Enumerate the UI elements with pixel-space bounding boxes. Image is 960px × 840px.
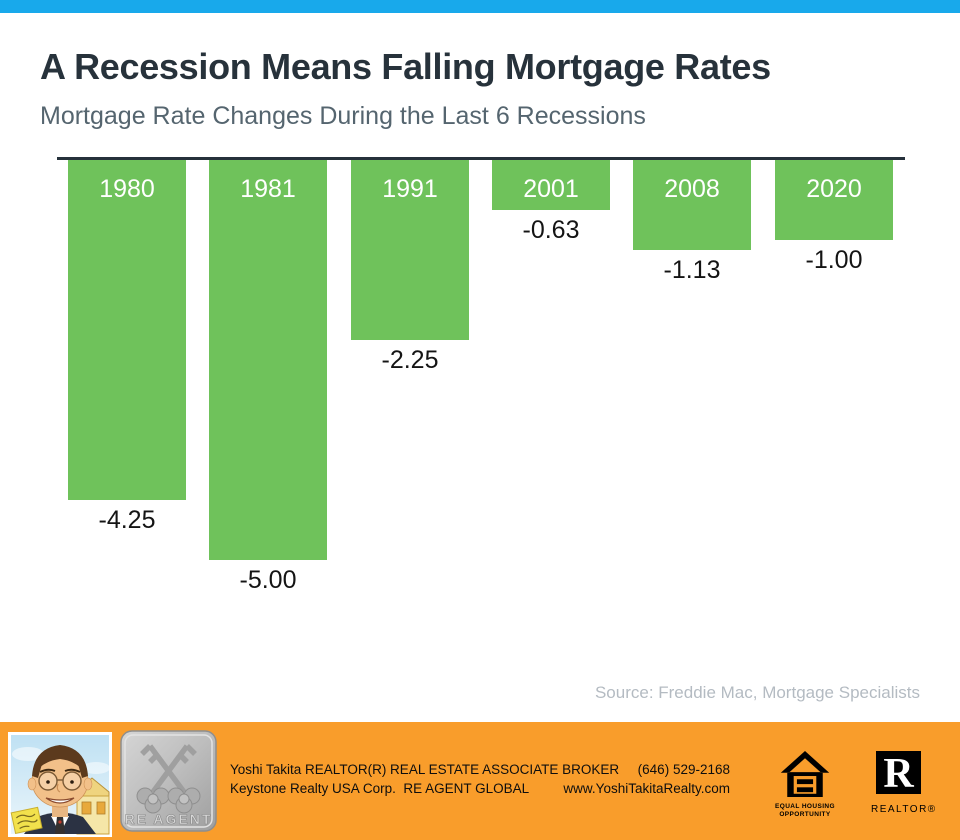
- bar-value-label: -1.13: [663, 256, 721, 284]
- agent-website: www.YoshiTakitaRealty.com: [563, 781, 730, 796]
- re-agent-badge: RE AGENT: [120, 730, 217, 832]
- bar-2001: 2001: [492, 160, 610, 210]
- bar-year-label: 1991: [382, 175, 438, 203]
- agent-company: Keystone Realty USA Corp. RE AGENT GLOBA…: [230, 781, 530, 796]
- realtor-label: REALTOR®: [871, 804, 937, 815]
- bar-chart: 1980 -4.25 1981 -5.00 1991 -2.25 2001 -0.63 2008…: [57, 157, 905, 594]
- bar-value-label: -2.25: [381, 346, 439, 374]
- bar-year-label: 2020: [806, 175, 862, 203]
- equal-housing-house-icon: [780, 751, 830, 797]
- source-note: Source: Freddie Mac, Mortgage Specialist…: [594, 683, 920, 702]
- bar-2020: 2020: [775, 160, 893, 240]
- bar-year-label: 2008: [664, 175, 720, 203]
- sold-sign: [10, 806, 43, 835]
- bar-1980: 1980: [68, 160, 186, 500]
- footer-banner: RE AGENT Yoshi Takita REALTOR(R) REAL ES…: [0, 722, 960, 840]
- contact-row-2: Keystone Realty USA Corp. RE AGENT GLOBA…: [230, 779, 730, 798]
- page-subtitle: Mortgage Rate Changes During the Last 6 …: [40, 102, 646, 130]
- agent-phone: (646) 529-2168: [637, 762, 730, 777]
- equal-housing-label-line1: EQUAL HOUSING: [775, 803, 835, 810]
- chart-baseline: [57, 157, 905, 160]
- realtor-logo: R REALTOR®: [871, 751, 937, 815]
- bar-value-label: -4.25: [98, 506, 156, 534]
- equal-housing-label-line2: OPPORTUNITY: [779, 811, 831, 818]
- bar-1991: 1991: [351, 160, 469, 340]
- bar-2008: 2008: [633, 160, 751, 250]
- agent-figure: [24, 745, 96, 834]
- bar-1981: 1981: [209, 160, 327, 560]
- re-agent-badge-label: RE AGENT: [125, 811, 213, 827]
- top-accent-bar: [0, 0, 960, 13]
- bar-year-label: 1980: [99, 175, 155, 203]
- bar-year-label: 2001: [523, 175, 579, 203]
- key-bows: [136, 787, 201, 814]
- bar-value-label: -1.00: [805, 246, 863, 274]
- page-title: A Recession Means Falling Mortgage Rates: [40, 46, 771, 87]
- realtor-r-icon: R: [875, 751, 921, 797]
- contact-row-1: Yoshi Takita REALTOR(R) REAL ESTATE ASSO…: [230, 760, 730, 779]
- bar-value-label: -0.63: [522, 216, 580, 244]
- contact-block: Yoshi Takita REALTOR(R) REAL ESTATE ASSO…: [230, 760, 730, 798]
- bar-value-label: -5.00: [239, 566, 297, 594]
- crossed-keys-icon: [140, 744, 197, 794]
- bar-year-label: 1981: [240, 175, 296, 203]
- equal-housing-logo: EQUAL HOUSING OPPORTUNITY: [773, 751, 837, 818]
- agent-name-title: Yoshi Takita REALTOR(R) REAL ESTATE ASSO…: [230, 762, 620, 777]
- agent-portrait-image: [8, 732, 112, 837]
- svg-text:R: R: [883, 751, 914, 794]
